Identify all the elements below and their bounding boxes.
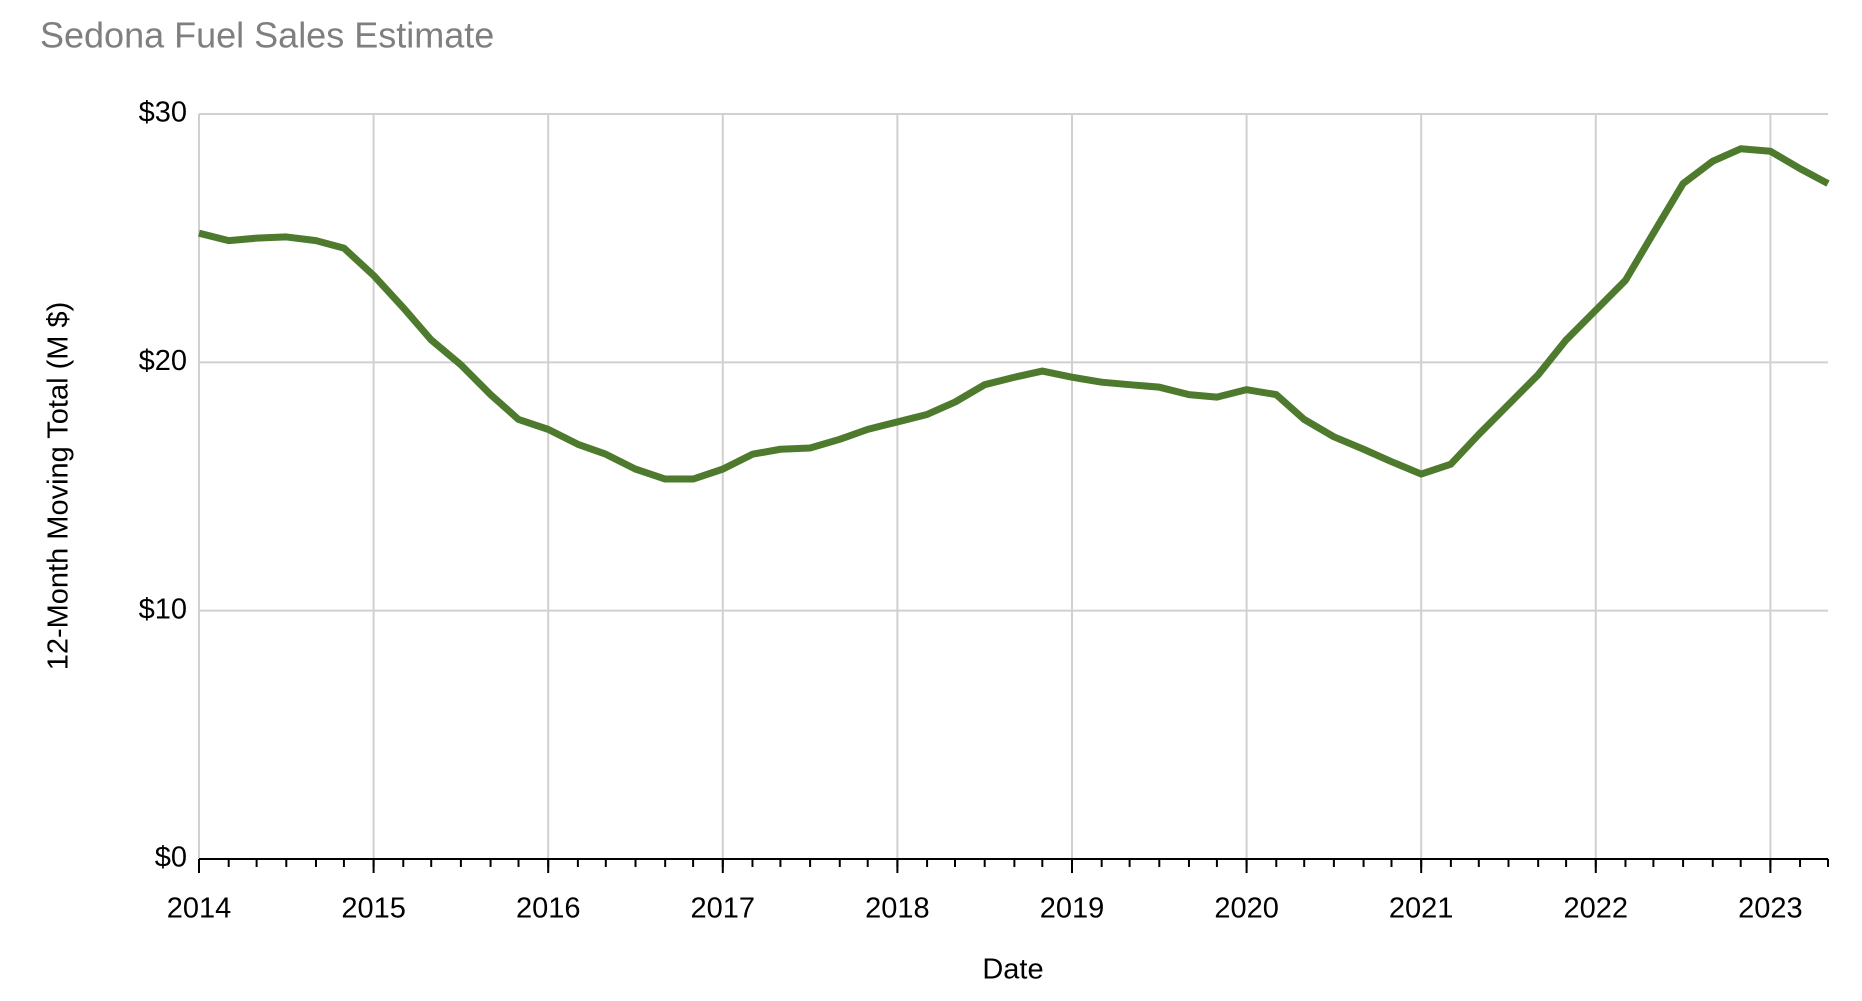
x-tick-label: 2021 (1389, 893, 1454, 925)
y-axis-title: 12-Month Moving Total (M $) (43, 302, 75, 671)
x-axis-title: Date (982, 954, 1043, 986)
x-tick-label: 2016 (516, 893, 581, 925)
data-line (198, 145, 1830, 483)
x-tick-label: 2023 (1738, 893, 1803, 925)
x-tick-label: 2022 (1564, 893, 1629, 925)
chart-title: Sedona Fuel Sales Estimate (40, 15, 494, 56)
x-tick-label: 2017 (691, 893, 756, 925)
x-tick-label: 2015 (341, 893, 406, 925)
x-tick-label: 2014 (167, 893, 232, 925)
y-tick-label: $30 (139, 97, 187, 129)
x-tick-label: 2019 (1040, 893, 1105, 925)
y-tick-label: $10 (139, 593, 187, 625)
y-tick-label: $0 (155, 842, 187, 874)
x-tick-label: 2018 (865, 893, 930, 925)
x-tick-label: 2020 (1214, 893, 1279, 925)
y-tick-label: $20 (139, 345, 187, 377)
